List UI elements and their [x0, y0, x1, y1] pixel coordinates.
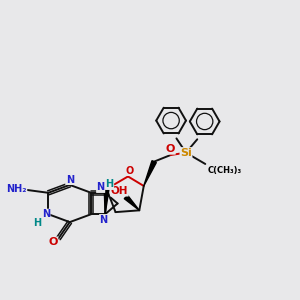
Text: H: H [106, 179, 114, 190]
Text: O: O [48, 237, 58, 247]
Text: O: O [125, 166, 134, 176]
Polygon shape [144, 161, 156, 186]
Text: OH: OH [111, 186, 128, 196]
Text: N: N [42, 209, 50, 219]
Polygon shape [104, 189, 109, 214]
Text: O: O [166, 144, 175, 154]
Text: N: N [66, 175, 74, 184]
Text: C(CH₃)₃: C(CH₃)₃ [208, 166, 242, 175]
Polygon shape [124, 195, 139, 210]
Text: N: N [100, 214, 108, 224]
Text: Si: Si [180, 148, 192, 158]
Text: H: H [33, 218, 41, 227]
Text: NH₂: NH₂ [6, 184, 27, 194]
Text: N: N [97, 182, 105, 193]
